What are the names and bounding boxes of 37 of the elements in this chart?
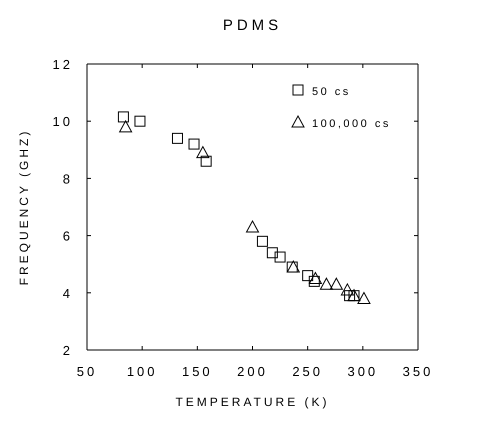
point [119,120,132,132]
x-tick-label: 200 [237,364,268,379]
point [200,156,212,167]
x-tick-label: 150 [182,364,213,379]
point [344,290,356,302]
y-tick-label: 6 [62,228,73,244]
y-axis-title: FREQUENCY (GHZ) [17,128,31,286]
x-tick-label: 350 [402,364,434,379]
y-tick-label: 2 [62,343,73,358]
point [256,236,268,247]
legend-label: 50 cs [312,86,351,98]
point [134,116,146,127]
y-tick-label: 8 [62,171,73,186]
point [274,252,286,263]
x-tick-label: 50 [76,364,98,379]
point [357,292,370,304]
point [330,278,343,290]
point [172,132,183,144]
point [188,138,200,150]
point [118,111,129,122]
y-tick-label: 10 [52,114,73,130]
x-axis-title: TEMPERATURE (K) [175,395,330,409]
point [340,283,354,296]
point [246,220,259,233]
point [308,272,322,284]
x-tick-label: 100 [126,364,158,379]
legend-label: 100,000 cs [312,118,391,130]
y-tick-label: 12 [52,57,73,72]
x-tick-label: 250 [292,364,324,379]
y-tick-label: 4 [62,286,73,301]
point [196,146,210,158]
point [266,247,278,258]
chart-title: PDMS [222,17,282,34]
point [302,270,314,282]
point [308,276,320,287]
x-tick-label: 300 [347,364,378,379]
point [320,278,333,290]
